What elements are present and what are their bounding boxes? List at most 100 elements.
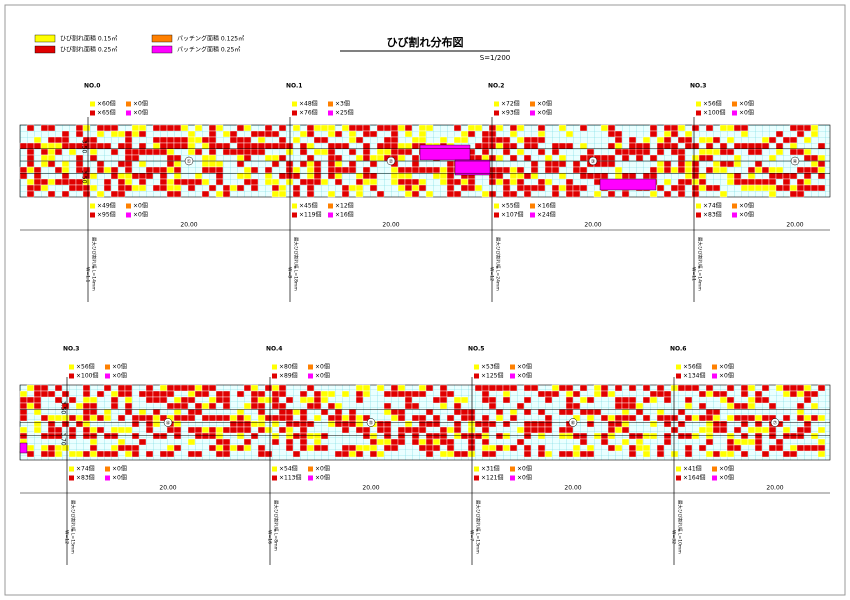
crack-cell (621, 148, 630, 156)
crack-cell (600, 384, 609, 392)
crack-cell (194, 432, 203, 440)
crack-cell (278, 142, 287, 150)
crack-cell (572, 444, 581, 452)
crack-cell (565, 450, 574, 458)
crack-cell (278, 124, 287, 132)
crack-cell (159, 184, 168, 192)
crack-cell (390, 384, 399, 392)
count-swatch (494, 101, 499, 107)
crack-cell (320, 124, 329, 132)
count-label: ×55個 (501, 202, 520, 210)
crack-cell (348, 166, 357, 174)
crack-cell (54, 450, 63, 458)
crack-cell (264, 426, 273, 434)
crack-cell (677, 420, 686, 428)
crack-cell (47, 124, 56, 132)
crack-note: 最大ひび割れ幅 L=14mm (91, 237, 98, 291)
crack-cell (397, 184, 406, 192)
crack-cell (586, 396, 595, 404)
count-label: ×0個 (739, 211, 754, 219)
crack-cell (68, 142, 77, 150)
crack-cell (719, 420, 728, 428)
crack-cell (285, 178, 294, 186)
crack-cell (26, 402, 35, 410)
crack-cell (523, 444, 532, 452)
crack-cell (376, 384, 385, 392)
crack-cell (572, 160, 581, 168)
crack-cell (782, 432, 791, 440)
crack-cell (516, 166, 525, 174)
crack-cell (173, 160, 182, 168)
crack-cell (383, 142, 392, 150)
crack-cell (425, 384, 434, 392)
legend-swatch (151, 34, 173, 43)
crack-cell (796, 426, 805, 434)
crack-cell (691, 172, 700, 180)
crack-cell (222, 396, 231, 404)
crack-cell (250, 148, 259, 156)
crack-cell (453, 426, 462, 434)
station-circle (790, 156, 800, 166)
count-label: ×0個 (133, 100, 148, 108)
crack-cell (285, 426, 294, 434)
crack-cell (131, 130, 140, 138)
crack-cell (68, 184, 77, 192)
crack-cell (103, 450, 112, 458)
crack-cell (89, 432, 98, 440)
crack-cell (740, 438, 749, 446)
crack-cell (334, 420, 343, 428)
crack-cell (453, 178, 462, 186)
crack-cell (705, 438, 714, 446)
crack-cell (810, 160, 819, 168)
section-name: NO.6 (670, 346, 686, 353)
crack-cell (201, 160, 210, 168)
crack-cell (19, 172, 28, 180)
crack-cell (411, 178, 420, 186)
crack-cell (705, 390, 714, 398)
crack-cell (236, 136, 245, 144)
count-swatch (732, 110, 737, 116)
crack-cell (187, 414, 196, 422)
crack-cell (663, 390, 672, 398)
crack-cell (747, 426, 756, 434)
crack-cell (817, 154, 826, 162)
count-swatch (328, 101, 333, 107)
crack-cell (61, 414, 70, 422)
crack-cell (362, 154, 371, 162)
crack-cell (817, 160, 826, 168)
crack-cell (775, 166, 784, 174)
count-swatch (272, 373, 277, 379)
crack-cell (740, 402, 749, 410)
crack-cell (803, 124, 812, 132)
crack-cell (446, 444, 455, 452)
crack-cell (145, 384, 154, 392)
crack-cell (19, 426, 28, 434)
crack-cell (47, 136, 56, 144)
crack-cell (600, 414, 609, 422)
crack-cell (817, 142, 826, 150)
crack-cell (663, 160, 672, 168)
crack-cell (306, 154, 315, 162)
crack-cell (264, 154, 273, 162)
crack-cell (138, 414, 147, 422)
crack-cell (194, 124, 203, 132)
crack-cell (523, 142, 532, 150)
crack-cell (663, 438, 672, 446)
crack-cell (54, 444, 63, 452)
crack-cell (495, 384, 504, 392)
crack-cell (411, 142, 420, 150)
crack-cell (684, 402, 693, 410)
crack-cell (537, 136, 546, 144)
crack-cell (19, 432, 28, 440)
crack-cell (152, 414, 161, 422)
crack-cell (411, 160, 420, 168)
crack-cell (474, 420, 483, 428)
crack-cell (530, 142, 539, 150)
crack-cell (418, 426, 427, 434)
crack-cell (726, 444, 735, 452)
crack-cell (656, 384, 665, 392)
crack-cell (124, 402, 133, 410)
crack-cell (271, 420, 280, 428)
crack-cell (481, 136, 490, 144)
crack-cell (733, 172, 742, 180)
